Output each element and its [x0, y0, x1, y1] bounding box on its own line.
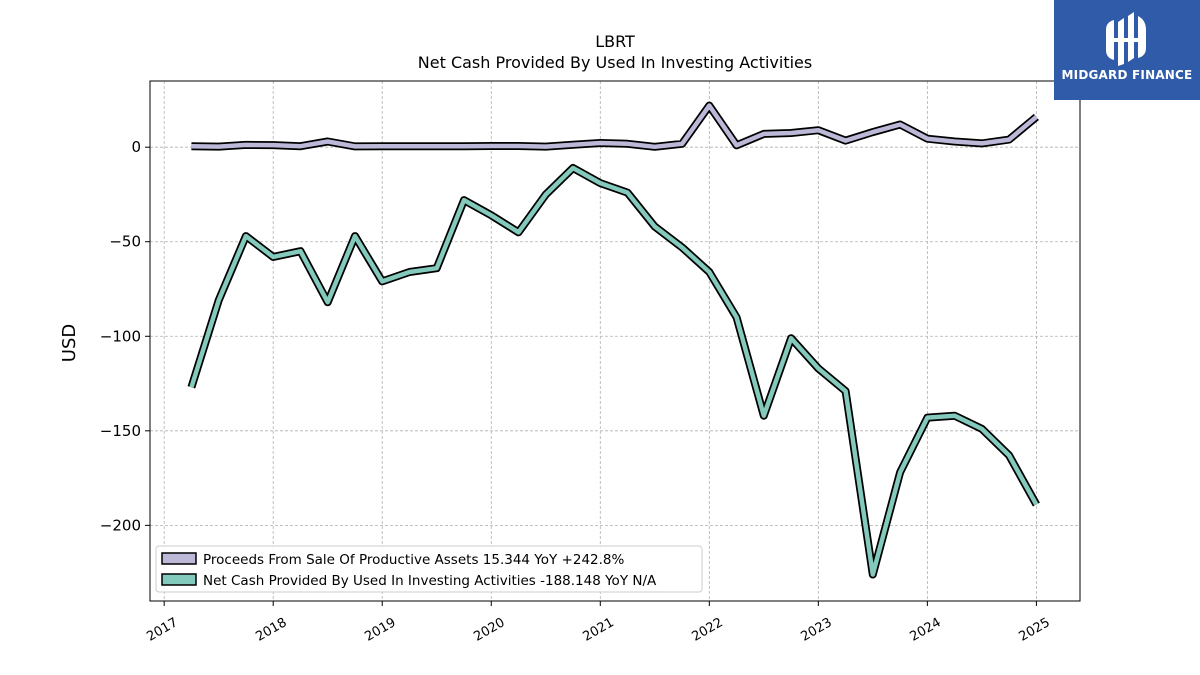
x-axis: 2017 2018 2019 2020 2021 2022 2023 2024 2025 [144, 601, 1053, 645]
y-tick-label: −100 [100, 327, 141, 345]
legend-swatch-proceeds [161, 552, 197, 565]
chart-subtitle: Net Cash Provided By Used In Investing A… [418, 53, 812, 72]
y-axis-label: USD [59, 324, 80, 362]
x-tick-label: 2021 [580, 615, 616, 645]
series-outline-1 [187, 164, 1040, 579]
legend: Proceeds From Sale Of Productive Assets … [155, 545, 703, 593]
x-tick-label: 2023 [799, 615, 835, 645]
series-outline-0 [191, 101, 1039, 151]
y-tick-label: −50 [109, 233, 141, 251]
x-tick-label: 2020 [471, 615, 507, 645]
y-tick-label: −150 [100, 422, 141, 440]
x-tick-label: 2024 [908, 615, 944, 645]
x-tick-label: 2025 [1017, 615, 1053, 645]
y-tick-label: −200 [100, 516, 141, 534]
legend-frame [155, 545, 703, 593]
chart-title: LBRT [595, 32, 635, 51]
logo: MIDGARD FINANCE [1054, 0, 1200, 100]
x-tick-label: 2017 [144, 615, 180, 645]
x-tick-label: 2018 [253, 615, 289, 645]
y-tick-label: 0 [131, 138, 141, 156]
grid [150, 81, 1080, 601]
series-layer [187, 101, 1040, 579]
x-tick-label: 2019 [362, 615, 398, 645]
legend-swatch-investing [161, 573, 197, 586]
midgard-logo-icon [1106, 12, 1146, 66]
series-line-0 [191, 103, 1038, 150]
legend-label-proceeds: Proceeds From Sale Of Productive Assets … [203, 552, 625, 568]
legend-label-investing: Net Cash Provided By Used In Investing A… [203, 573, 657, 589]
series-line-1 [189, 165, 1039, 577]
logo-text: MIDGARD FINANCE [1061, 68, 1193, 82]
plot-frame [149, 80, 1081, 602]
x-tick-label: 2022 [689, 615, 725, 645]
y-axis: 0 −50 −100 −150 −200 [100, 138, 150, 534]
